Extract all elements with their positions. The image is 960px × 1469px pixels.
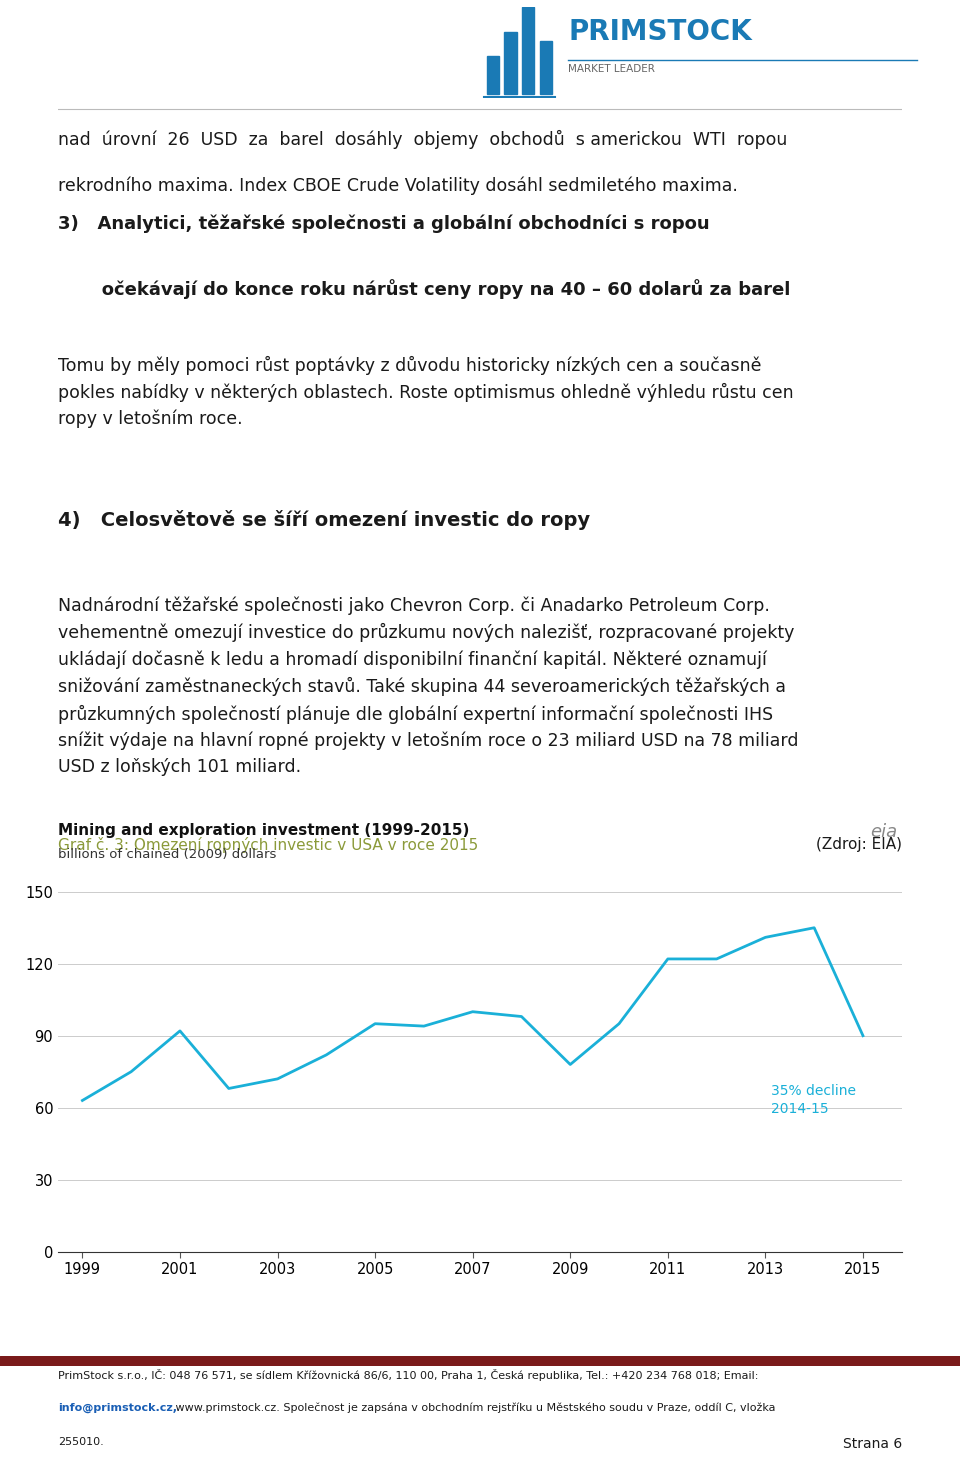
Bar (540, 41, 552, 94)
Text: 3)   Analytici, těžařské společnosti a globální obchodníci s ropou: 3) Analytici, těžařské společnosti a glo… (58, 214, 709, 234)
Text: www.primstock.cz. Společnost je zapsána v obchodním rejstříku u Městského soudu : www.primstock.cz. Společnost je zapsána … (172, 1403, 776, 1413)
Text: (Zdroj: EIA): (Zdroj: EIA) (816, 837, 902, 852)
Text: PrimStock s.r.o., IČ: 048 76 571, se sídlem Křížovnická 86/6, 110 00, Praha 1, Č: PrimStock s.r.o., IČ: 048 76 571, se síd… (58, 1369, 758, 1381)
Text: 35% decline
2014-15: 35% decline 2014-15 (771, 1084, 856, 1116)
Text: MARKET LEADER: MARKET LEADER (568, 63, 655, 73)
Text: Strana 6: Strana 6 (843, 1437, 902, 1451)
Text: očekávají do konce roku nárůst ceny ropy na 40 – 60 dolarů za barel: očekávají do konce roku nárůst ceny ropy… (58, 279, 790, 300)
Text: Tomu by měly pomoci růst poptávky z důvodu historicky nízkých cen a současně
pok: Tomu by měly pomoci růst poptávky z důvo… (58, 355, 794, 429)
Text: Nadnárodní těžařské společnosti jako Chevron Corp. či Anadarko Petroleum Corp.
v: Nadnárodní těžařské společnosti jako Che… (58, 596, 799, 776)
Text: info@primstock.cz,: info@primstock.cz, (58, 1403, 177, 1413)
Text: Graf č. 3: Omezení ropných investic v USA v roce 2015: Graf č. 3: Omezení ropných investic v US… (58, 837, 478, 852)
Bar (487, 56, 499, 94)
Text: PRIMSTOCK: PRIMSTOCK (568, 18, 752, 47)
Text: nad  úrovní  26  USD  za  barel  dosáhly  objemy  obchodů  s americkou  WTI  rop: nad úrovní 26 USD za barel dosáhly objem… (58, 129, 787, 148)
Text: Mining and exploration investment (1999-2015): Mining and exploration investment (1999-… (58, 823, 469, 839)
Bar (522, 7, 535, 94)
Bar (504, 32, 516, 94)
Text: 4)   Celosvětově se šíří omezení investic do ropy: 4) Celosvětově se šíří omezení investic … (58, 510, 590, 530)
Text: billions of chained (2009) dollars: billions of chained (2009) dollars (58, 848, 276, 861)
Text: 255010.: 255010. (58, 1437, 104, 1447)
Text: rekrodního maxima. Index CBOE Crude Volatility dosáhl sedmiletého maxima.: rekrodního maxima. Index CBOE Crude Vola… (58, 176, 738, 195)
Text: eia: eia (871, 823, 898, 842)
